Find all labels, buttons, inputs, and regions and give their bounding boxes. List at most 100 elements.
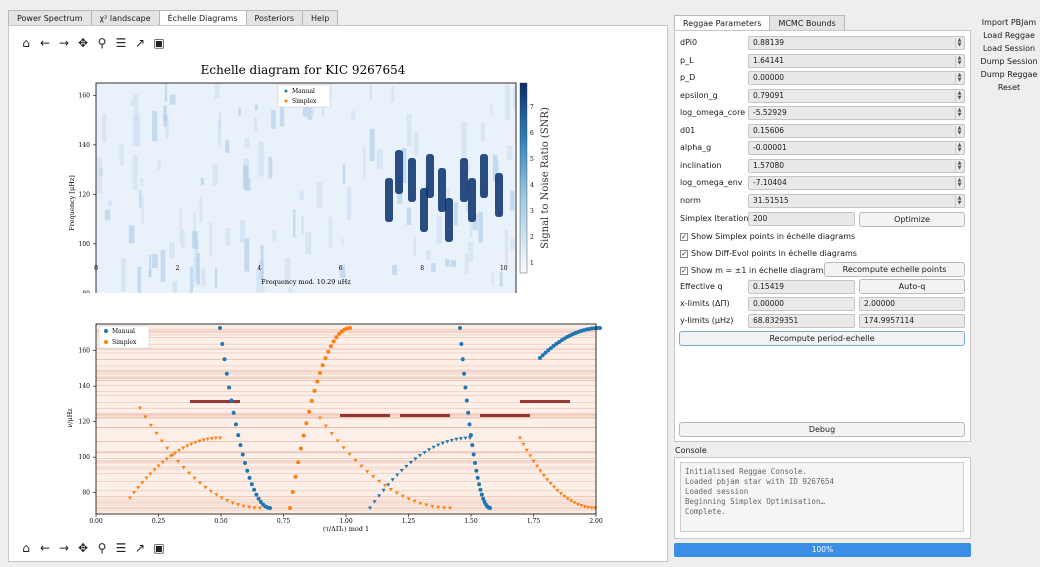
home-icon[interactable]: ⌂ xyxy=(22,541,30,555)
heatmap-streak xyxy=(243,164,249,190)
debug-button[interactable]: Debug xyxy=(679,422,965,437)
snr-peak xyxy=(460,158,468,202)
show-simplex-checkbox[interactable]: ✓ Show Simplex points in échelle diagrams xyxy=(680,232,856,241)
configure-icon[interactable]: ☰ xyxy=(115,36,127,50)
zoom-icon[interactable]: ⚲ xyxy=(97,36,107,50)
mode-point xyxy=(459,341,464,346)
heatmap-streak xyxy=(96,451,596,453)
effective-q-input[interactable]: 0.15419 xyxy=(748,280,855,294)
pan-icon[interactable]: ✥ xyxy=(77,36,89,50)
y-limits-min-input[interactable]: 68.8329351 xyxy=(748,314,855,328)
mode-point xyxy=(229,398,234,403)
spinner-icon[interactable]: ▲ ▼ xyxy=(955,125,963,137)
spinner-icon[interactable]: ▲ ▼ xyxy=(955,73,963,84)
forward-icon[interactable]: → xyxy=(58,36,70,50)
console-output[interactable]: Initialised Reggae Console. Loaded pbjam… xyxy=(680,462,964,532)
x-tick-label: 0.50 xyxy=(214,518,228,525)
auto-q-button[interactable]: Auto-q xyxy=(859,279,965,294)
tab-chi2-landscape[interactable]: χ² landscape xyxy=(90,10,160,25)
heatmap-streak xyxy=(169,242,175,259)
configure-icon[interactable]: ☰ xyxy=(115,541,127,555)
heatmap-streak xyxy=(96,379,596,381)
save-icon[interactable]: ▣ xyxy=(153,36,165,50)
spinner-icon[interactable]: ▲ ▼ xyxy=(955,108,963,119)
heatmap-streak xyxy=(96,508,596,509)
pan-icon[interactable]: ✥ xyxy=(77,541,89,555)
mode-point xyxy=(177,448,182,453)
param-input-dpi0[interactable]: 0.88139 ▲ ▼ xyxy=(748,36,965,50)
heatmap-streak xyxy=(160,249,166,282)
optimize-button[interactable]: Optimize xyxy=(859,212,965,227)
param-input-norm[interactable]: 31.51515 ▲ ▼ xyxy=(748,193,965,208)
load-session-button[interactable]: Load Session xyxy=(982,44,1036,53)
import-pbjam-button[interactable]: Import PBJam xyxy=(981,18,1037,27)
heatmap-streak xyxy=(504,229,508,265)
show-diffevol-checkbox[interactable]: ✓ Show Diff-Evol points in échelle diagra… xyxy=(680,249,857,258)
heatmap-streak xyxy=(245,178,251,191)
mode-point xyxy=(442,506,447,510)
dump-session-button[interactable]: Dump Session xyxy=(980,57,1038,66)
param-input-p_d[interactable]: 0.00000 ▲ ▼ xyxy=(748,71,965,85)
edit-axes-icon[interactable]: ↗ xyxy=(134,36,146,50)
tab-echelle-diagrams[interactable]: Échelle Diagrams xyxy=(158,10,247,26)
tab-help[interactable]: Help xyxy=(302,10,339,25)
recompute-period-echelle-button[interactable]: Recompute period-echelle xyxy=(679,331,965,346)
right-tab-bar: Reggae Parameters MCMC Bounds xyxy=(674,15,845,31)
spinner-icon[interactable]: ▲ ▼ xyxy=(955,55,963,67)
param-input-inclination[interactable]: 1.57080 ▲ ▼ xyxy=(748,158,965,173)
param-input-log_omega_core[interactable]: -5.52929 ▲ ▼ xyxy=(748,106,965,120)
spinner-icon[interactable]: ▲ ▼ xyxy=(955,160,963,172)
spinner-icon[interactable]: ▲ ▼ xyxy=(955,90,963,102)
heatmap-streak xyxy=(169,94,176,105)
back-icon[interactable]: ← xyxy=(39,541,51,555)
colorbar-label: Signal to Noise Ratio (SNR) xyxy=(540,107,551,249)
mode-point xyxy=(431,445,436,450)
recompute-echelle-button[interactable]: Recompute echelle points xyxy=(824,262,965,277)
mode-point xyxy=(598,326,602,330)
heatmap-streak xyxy=(96,369,596,371)
y-limits-max-input[interactable]: 174.9957114 xyxy=(859,314,965,328)
mode-point xyxy=(258,500,263,505)
tab-posteriors[interactable]: Posteriors xyxy=(245,10,304,25)
dump-reggae-button[interactable]: Dump Reggae xyxy=(980,70,1038,79)
mode-point xyxy=(586,505,591,510)
load-reggae-button[interactable]: Load Reggae xyxy=(983,31,1035,40)
reset-button[interactable]: Reset xyxy=(997,83,1021,92)
x-limits-max-input[interactable]: 2.00000 xyxy=(859,297,965,311)
side-button-column: Import PBJam Load Reggae Load Session Du… xyxy=(980,16,1038,94)
heatmap-streak xyxy=(467,164,471,172)
tab-mcmc-bounds[interactable]: MCMC Bounds xyxy=(769,15,845,30)
spinner-icon[interactable]: ▲ ▼ xyxy=(955,178,963,189)
tab-reggae-parameters[interactable]: Reggae Parameters xyxy=(674,15,771,31)
mode-point xyxy=(231,410,236,415)
simplex-iterations-input[interactable]: 200 xyxy=(748,212,855,226)
top-echelle-plot[interactable]: Echelle diagram for KIC 9267654 Manual S… xyxy=(40,58,560,293)
edit-axes-icon[interactable]: ↗ xyxy=(134,541,146,555)
spinner-icon[interactable]: ▲ ▼ xyxy=(955,143,963,154)
heatmap-streak xyxy=(139,190,142,208)
mode-point xyxy=(143,415,148,419)
mode-point xyxy=(296,460,301,465)
forward-icon[interactable]: → xyxy=(58,541,70,555)
param-input-log_omega_env[interactable]: -7.10404 ▲ ▼ xyxy=(748,176,965,190)
spinner-icon[interactable]: ▲ ▼ xyxy=(955,195,963,207)
back-icon[interactable]: ← xyxy=(39,36,51,50)
heatmap-streak xyxy=(238,107,241,116)
param-input-d01[interactable]: 0.15606 ▲ ▼ xyxy=(748,123,965,138)
save-icon[interactable]: ▣ xyxy=(153,541,165,555)
param-input-epsilon_g[interactable]: 0.79091 ▲ ▼ xyxy=(748,88,965,103)
heatmap-streak xyxy=(244,238,250,272)
home-icon[interactable]: ⌂ xyxy=(22,36,30,50)
zoom-icon[interactable]: ⚲ xyxy=(97,541,107,555)
x-limits-min-input[interactable]: 0.00000 xyxy=(748,297,855,311)
param-input-p_l[interactable]: 1.64141 ▲ ▼ xyxy=(748,53,965,68)
spinner-icon[interactable]: ▲ ▼ xyxy=(955,38,963,49)
colorbar-tick-label: 1 xyxy=(530,260,534,267)
show-m-pm1-checkbox[interactable]: ✓ Show m = ±1 in échelle diagrams xyxy=(680,266,828,275)
param-input-alpha_g[interactable]: -0.00001 ▲ ▼ xyxy=(748,141,965,155)
tab-power-spectrum[interactable]: Power Spectrum xyxy=(8,10,92,25)
progress-label: 100% xyxy=(811,545,834,554)
mode-point xyxy=(436,443,441,448)
heatmap-streak xyxy=(181,229,185,249)
